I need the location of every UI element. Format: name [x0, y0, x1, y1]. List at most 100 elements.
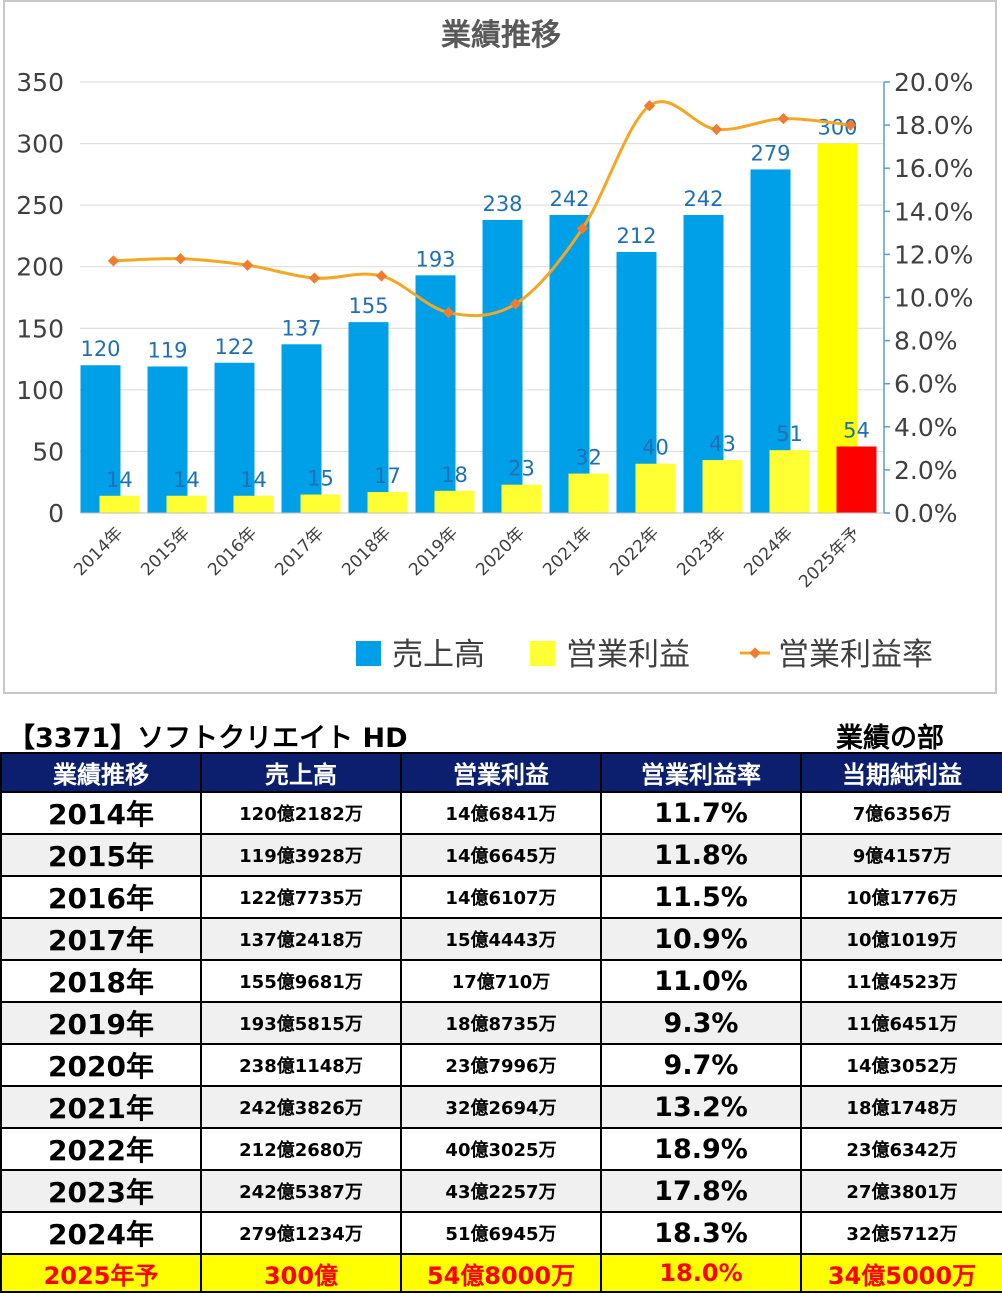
table-cell: 212億2680万	[200, 1127, 402, 1171]
section-title: 業績の部	[836, 723, 944, 754]
table-cell: 18.3%	[600, 1211, 802, 1255]
table-cell: 2025年予	[0, 1253, 202, 1293]
table-cell: 120億2182万	[200, 791, 402, 835]
data-label-sales: 242	[549, 187, 589, 211]
data-label-sales: 155	[348, 294, 388, 318]
line-point-operating-margin	[308, 272, 321, 284]
table-cell: 32億2694万	[400, 1085, 602, 1129]
table-cell: 18.0%	[600, 1253, 802, 1293]
table-cell: 155億9681万	[200, 959, 402, 1003]
bar-sales	[281, 344, 322, 513]
data-label-profit: 14	[106, 468, 133, 492]
legend-label-margin: 営業利益率	[778, 637, 933, 673]
x-tick-label: 2022年	[606, 523, 663, 580]
bar-profit	[836, 446, 877, 513]
bar-sales	[80, 365, 121, 513]
data-label-profit: 23	[508, 457, 535, 481]
data-label-profit: 14	[240, 468, 267, 492]
table-header-cell: 売上高	[200, 752, 402, 793]
y-right-tick-label: 14.0%	[894, 197, 973, 226]
table-cell: 27億3801万	[800, 1169, 1002, 1213]
bar-profit	[166, 495, 207, 513]
line-point-operating-margin	[576, 222, 589, 235]
bar-sales	[348, 322, 389, 513]
line-point-operating-margin	[509, 298, 522, 310]
y-right-tick-label: 18.0%	[894, 111, 973, 140]
data-label-profit: 54	[843, 419, 870, 443]
table-cell: 11.7%	[600, 791, 802, 835]
table-cell: 9.7%	[600, 1043, 802, 1087]
y-right-tick-label: 10.0%	[894, 284, 973, 313]
data-label-profit: 32	[575, 446, 602, 470]
table-cell: 14億6645万	[400, 833, 602, 877]
table-cell: 193億5815万	[200, 1001, 402, 1045]
table-row: 2024年 279億1234万 51億6945万 18.3% 32億5712万	[0, 1211, 1002, 1255]
bar-sales	[147, 366, 188, 513]
x-tick-label: 2024年	[740, 523, 797, 580]
x-tick-label: 2018年	[338, 523, 395, 580]
table-cell: 2016年	[0, 875, 202, 919]
data-label-sales: 238	[482, 192, 522, 216]
table-row: 2019年 193億5815万 18億8735万 9.3% 11億6451万	[0, 1001, 1002, 1045]
table-cell: 279億1234万	[200, 1211, 402, 1255]
data-label-sales: 120	[80, 337, 120, 361]
table-cell: 51億6945万	[400, 1211, 602, 1255]
line-point-operating-margin	[174, 253, 187, 265]
table-cell: 23億6342万	[800, 1127, 1002, 1171]
table-cell: 7億6356万	[800, 791, 1002, 835]
y-right-tick-label: 2.0%	[894, 456, 958, 485]
line-point-operating-margin	[107, 255, 120, 267]
bar-profit	[769, 450, 810, 513]
table-cell: 2020年	[0, 1043, 202, 1087]
x-tick-label: 2019年	[405, 523, 462, 580]
bar-profit	[300, 494, 341, 513]
table-header-cell: 営業利益率	[600, 752, 802, 793]
data-label-sales: 122	[214, 335, 254, 359]
table-row: 2020年 238億1148万 23億7996万 9.7% 14億3052万	[0, 1043, 1002, 1087]
bar-profit	[702, 460, 743, 513]
table-row: 2022年 212億2680万 40億3025万 18.9% 23億6342万	[0, 1127, 1002, 1171]
table-cell: 10億1019万	[800, 917, 1002, 961]
y-right-tick-label: 4.0%	[894, 413, 958, 442]
y-left-tick-label: 200	[16, 253, 64, 282]
legend-label-sales: 売上高	[392, 637, 485, 673]
table-cell: 2018年	[0, 959, 202, 1003]
data-label-sales: 193	[415, 247, 455, 271]
performance-table: 業績推移 売上高 営業利益 営業利益率 当期純利益 2014年 120億2182万 14億6…	[0, 752, 1002, 1293]
x-tick-label: 2015年	[137, 523, 194, 580]
bar-sales	[214, 362, 255, 513]
data-label-profit: 43	[709, 432, 736, 456]
data-label-profit: 14	[173, 468, 200, 492]
table-cell: 14億6841万	[400, 791, 602, 835]
bar-profit	[99, 495, 140, 513]
table-body: 2014年 120億2182万 14億6841万 11.7% 7億6356万 2015年 1…	[0, 791, 1002, 1293]
table-cell: 2017年	[0, 917, 202, 961]
table-cell: 2021年	[0, 1085, 202, 1129]
table-cell: 14億6107万	[400, 875, 602, 919]
data-label-profit: 17	[374, 464, 401, 488]
table-cell: 9.3%	[600, 1001, 802, 1045]
table-cell: 11.0%	[600, 959, 802, 1003]
y-left-tick-label: 250	[16, 191, 64, 220]
bar-sales	[482, 219, 523, 514]
table-cell: 17.8%	[600, 1169, 802, 1213]
line-point-operating-margin	[710, 123, 723, 136]
y-right-tick-label: 0.0%	[894, 499, 958, 528]
table-header-cell: 業績推移	[0, 752, 202, 793]
table-cell: 2019年	[0, 1001, 202, 1045]
table-cell: 2022年	[0, 1127, 202, 1171]
performance-chart: 業績推移 0 50 100 150 200 250 300 350 0.0% 2.0% 4.0% 6.0…	[16, 18, 973, 673]
table-row-forecast: 2025年予 300億 54億8000万 18.0% 34億5000万	[0, 1253, 1002, 1293]
table-row: 2021年 242億3826万 32億2694万 13.2% 18億1748万	[0, 1085, 1002, 1129]
y-left-tick-label: 350	[16, 68, 64, 97]
y-left-tick-label: 50	[32, 437, 64, 466]
legend-swatch-profit	[530, 641, 555, 666]
table-header-row: 業績推移 売上高 営業利益 営業利益率 当期純利益	[0, 752, 1002, 793]
table-cell: 9億4157万	[800, 833, 1002, 877]
data-label-sales: 242	[683, 187, 723, 211]
data-label-sales: 137	[281, 316, 321, 340]
table-cell: 122億7735万	[200, 875, 402, 919]
legend-swatch-sales	[356, 641, 381, 666]
data-label-profit: 15	[307, 467, 334, 491]
table-cell: 15億4443万	[400, 917, 602, 961]
